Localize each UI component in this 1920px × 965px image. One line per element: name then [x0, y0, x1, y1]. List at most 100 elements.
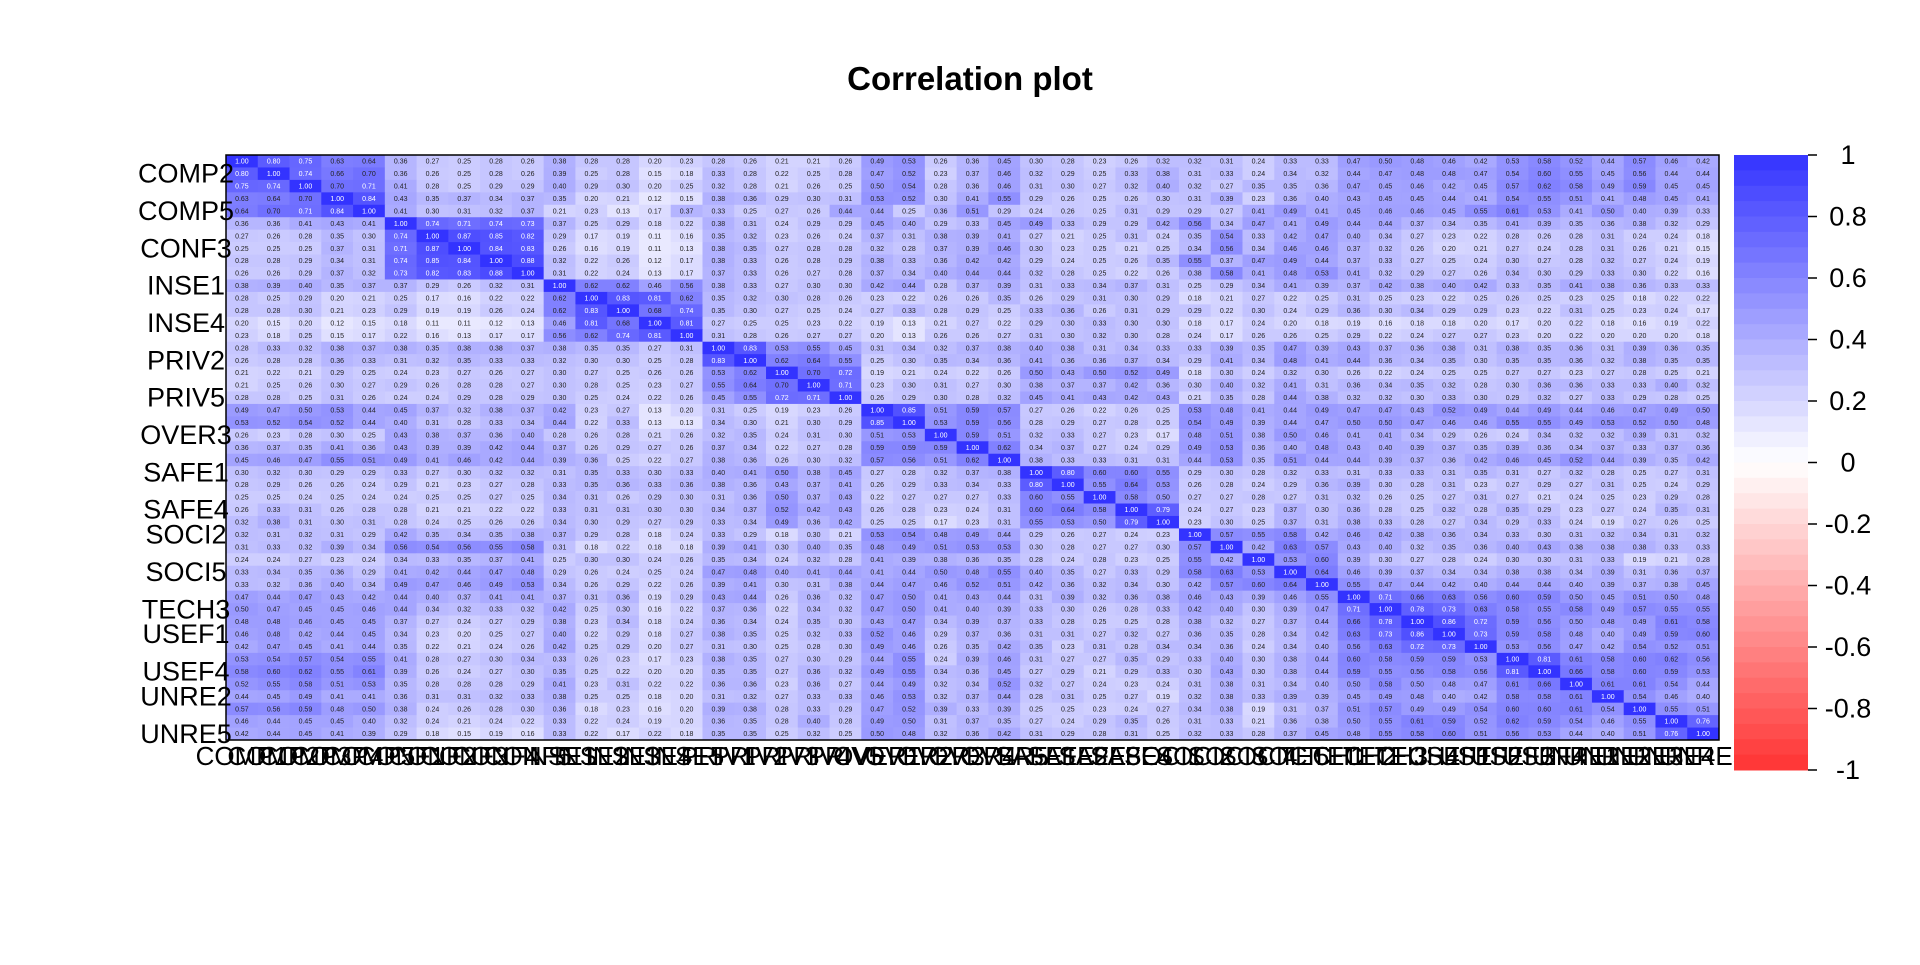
heatmap-cell: [416, 615, 449, 629]
heatmap-cell: [1433, 590, 1466, 604]
cell-value-label: 0.45: [1410, 196, 1424, 203]
cell-value-label: 0.68: [648, 308, 662, 315]
cell-value-label: 0.32: [1188, 731, 1202, 738]
cell-value-label: 0.26: [775, 258, 789, 265]
cell-value-label: 0.22: [966, 370, 980, 377]
cell-value-label: 0.18: [648, 632, 662, 639]
heatmap-cell: [893, 391, 926, 405]
cell-value-label: 0.33: [1029, 308, 1043, 315]
heatmap-cell: [1560, 403, 1593, 417]
heatmap-cell: [1210, 304, 1243, 318]
cell-value-label: 0.37: [457, 594, 471, 601]
cell-value-label: 0.27: [1093, 432, 1107, 439]
heatmap-cell: [226, 217, 259, 231]
heatmap-cell: [1623, 528, 1656, 542]
cell-value-label: 0.20: [1283, 320, 1297, 327]
cell-value-label: 0.27: [775, 656, 789, 663]
heatmap-cell: [1147, 267, 1180, 280]
cell-value-label: 0.38: [1283, 669, 1297, 676]
cell-value-label: 0.44: [362, 644, 376, 651]
cell-value-label: 0.45: [1696, 184, 1710, 191]
cell-value-label: 0.25: [584, 669, 598, 676]
cell-value-label: 0.21: [648, 432, 662, 439]
cell-value-label: 0.36: [807, 594, 821, 601]
cell-value-label: 0.51: [934, 457, 948, 464]
heatmap-cell: [511, 491, 545, 504]
heatmap-cell: [416, 453, 449, 467]
cell-value-label: 0.71: [807, 395, 821, 402]
cell-value-label: 0.88: [489, 271, 503, 278]
cell-value-label: 0.25: [584, 644, 598, 651]
cell-value-label: 0.36: [1601, 221, 1615, 228]
heatmap-cell: [766, 578, 799, 592]
cell-value-label: 0.29: [1283, 482, 1297, 489]
heatmap-cell: [797, 267, 830, 280]
cell-value-label: 0.49: [489, 582, 503, 589]
heatmap-cell: [257, 291, 290, 305]
heatmap-cell: [226, 279, 259, 293]
heatmap-cell: [1496, 441, 1529, 455]
heatmap-cell: [416, 515, 449, 529]
cell-value-label: 0.47: [267, 607, 281, 614]
cell-value-label: 0.31: [362, 246, 376, 253]
cell-value-label: 0.29: [934, 221, 948, 228]
heatmap-cell: [1306, 578, 1339, 592]
cell-value-label: 0.17: [1696, 308, 1710, 315]
cell-value-label: 0.36: [966, 731, 980, 738]
heatmap-cell: [1369, 578, 1402, 592]
cell-value-label: 0.44: [870, 208, 884, 215]
y-tick-label: INSE1: [147, 271, 225, 301]
cell-value-label: 0.49: [1220, 420, 1234, 427]
heatmap-cell: [1496, 354, 1529, 367]
heatmap-cell: [1433, 304, 1466, 318]
cell-value-label: 0.22: [1696, 320, 1710, 327]
cell-value-label: 0.34: [553, 495, 567, 502]
heatmap-cell: [1115, 528, 1148, 542]
heatmap-cell: [1020, 615, 1053, 629]
heatmap-cell: [1464, 565, 1498, 579]
cell-value-label: 0.33: [934, 482, 948, 489]
cell-value-label: 0.22: [1569, 320, 1583, 327]
cell-value-label: 0.33: [1061, 283, 1075, 290]
cell-value-label: 0.62: [584, 333, 598, 340]
heatmap-cell: [924, 329, 958, 343]
heatmap-cell: [1369, 441, 1402, 455]
cell-value-label: 0.30: [1474, 358, 1488, 365]
heatmap-cell: [1496, 242, 1529, 255]
heatmap-cell: [1178, 329, 1212, 343]
heatmap-cell: [1115, 403, 1148, 417]
cell-value-label: 0.31: [616, 507, 630, 514]
heatmap-cell: [321, 192, 354, 206]
cell-value-label: 0.24: [1188, 333, 1202, 340]
heatmap-cell: [1115, 428, 1148, 442]
cell-value-label: 0.35: [489, 532, 503, 539]
heatmap-cell: [861, 204, 894, 218]
cell-value-label: 0.24: [1061, 557, 1075, 564]
cell-value-label: 0.31: [1125, 208, 1139, 215]
cell-value-label: 0.34: [1283, 632, 1297, 639]
cell-value-label: 0.52: [1665, 644, 1679, 651]
heatmap-cell: [353, 217, 386, 231]
cell-value-label: 0.25: [1252, 520, 1266, 527]
heatmap-cell: [893, 466, 926, 480]
heatmap-cell: [1051, 341, 1085, 355]
cell-value-label: 0.57: [1220, 582, 1234, 589]
cell-value-label: 0.34: [902, 271, 916, 278]
heatmap-cell: [1496, 503, 1529, 517]
cell-value-label: 0.26: [1347, 370, 1361, 377]
heatmap-cell: [1242, 354, 1275, 367]
heatmap-cell: [924, 553, 958, 567]
heatmap-cell: [1655, 366, 1688, 380]
cell-value-label: 0.38: [1283, 656, 1297, 663]
cell-value-label: 0.60: [1029, 507, 1043, 514]
heatmap-cell: [1147, 229, 1180, 243]
heatmap-cell: [1464, 204, 1498, 218]
cell-value-label: 0.28: [489, 171, 503, 178]
heatmap-cell: [1655, 379, 1688, 392]
cell-value-label: 0.35: [457, 557, 471, 564]
cell-value-label: 0.32: [934, 681, 948, 688]
heatmap-cell: [670, 217, 703, 231]
cell-value-label: 0.44: [997, 271, 1011, 278]
cell-value-label: 0.55: [1379, 669, 1393, 676]
cell-value-label: 0.55: [1029, 520, 1043, 527]
